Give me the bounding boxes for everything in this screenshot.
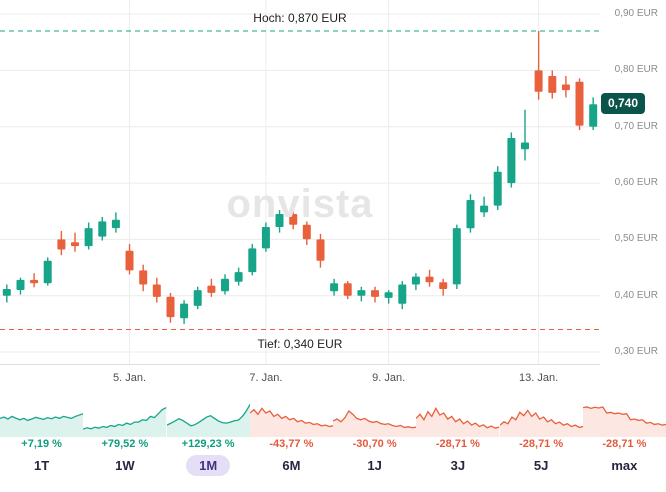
period-tab-1m[interactable]: +129,23 % 1M [166,395,250,492]
period-label-6m[interactable]: 6M [282,458,301,473]
x-axis-label: 13. Jan. [519,372,559,384]
x-axis-label: 7. Jan. [249,372,283,384]
y-axis-label: 0,70 EUR [614,120,658,132]
period-change-3j: -28,71 % [435,438,480,450]
period-label-1w[interactable]: 1W [115,458,135,473]
sparkline-1w [83,395,167,437]
price-chart[interactable]: Hoch: 0,870 EUR Tief: 0,340 EUR onvista … [0,0,666,395]
period-change-1m: +129,23 % [181,438,235,450]
period-tab-1j[interactable]: -30,70 % 1J [333,395,417,492]
period-tab-6m[interactable]: -43,77 % 6M [249,395,333,492]
candlestick-chart[interactable] [0,0,600,365]
sparkline-1m [166,395,250,437]
sparkline-1j [333,395,417,437]
period-label-1m[interactable]: 1M [186,455,231,476]
period-label-5j[interactable]: 5J [533,458,549,473]
period-change-6m: -43,77 % [269,438,314,450]
period-change-1t: +7,19 % [21,438,62,450]
sparkline-6m [249,395,333,437]
x-axis: 5. Jan. 7. Jan. 9. Jan. 13. Jan. [0,365,600,395]
period-change-5j: -28,71 % [519,438,564,450]
y-axis-label: 0,80 EUR [614,64,658,76]
period-tab-3j[interactable]: -28,71 % 3J [416,395,500,492]
period-label-1t[interactable]: 1T [34,458,50,473]
period-tab-max[interactable]: -28,71 % max [582,395,666,492]
period-change-max: -28,71 % [602,438,647,450]
x-axis-label: 9. Jan. [372,372,406,384]
y-axis-label: 0,50 EUR [614,233,658,245]
period-change-1j: -30,70 % [352,438,397,450]
sparkline-max [582,395,666,437]
y-axis: 0,90 EUR 0,80 EUR 0,70 EUR 0,60 EUR 0,50 EUR… [600,0,666,365]
period-tab-5j[interactable]: -28,71 % 5J [499,395,583,492]
sparkline-1t [0,395,84,437]
period-tab-1w[interactable]: +79,52 % 1W [83,395,167,492]
x-axis-label: 5. Jan. [113,372,147,384]
sparkline-5j [499,395,583,437]
sparkline-3j [416,395,500,437]
y-axis-label: 0,40 EUR [614,289,658,301]
period-label-max[interactable]: max [611,458,638,473]
y-axis-label: 0,90 EUR [614,8,658,20]
period-tab-1t[interactable]: +7,19 % 1T [0,395,84,492]
period-label-1j[interactable]: 1J [367,458,382,473]
y-axis-label: 0,60 EUR [614,177,658,189]
period-change-1w: +79,52 % [101,438,149,450]
period-label-3j[interactable]: 3J [450,458,466,473]
current-price-badge: 0,740 [601,93,646,114]
period-selector: +7,19 % 1T +79,52 % 1W +129,23 % 1M -43,… [0,395,666,492]
y-axis-label: 0,30 EUR [614,346,658,358]
